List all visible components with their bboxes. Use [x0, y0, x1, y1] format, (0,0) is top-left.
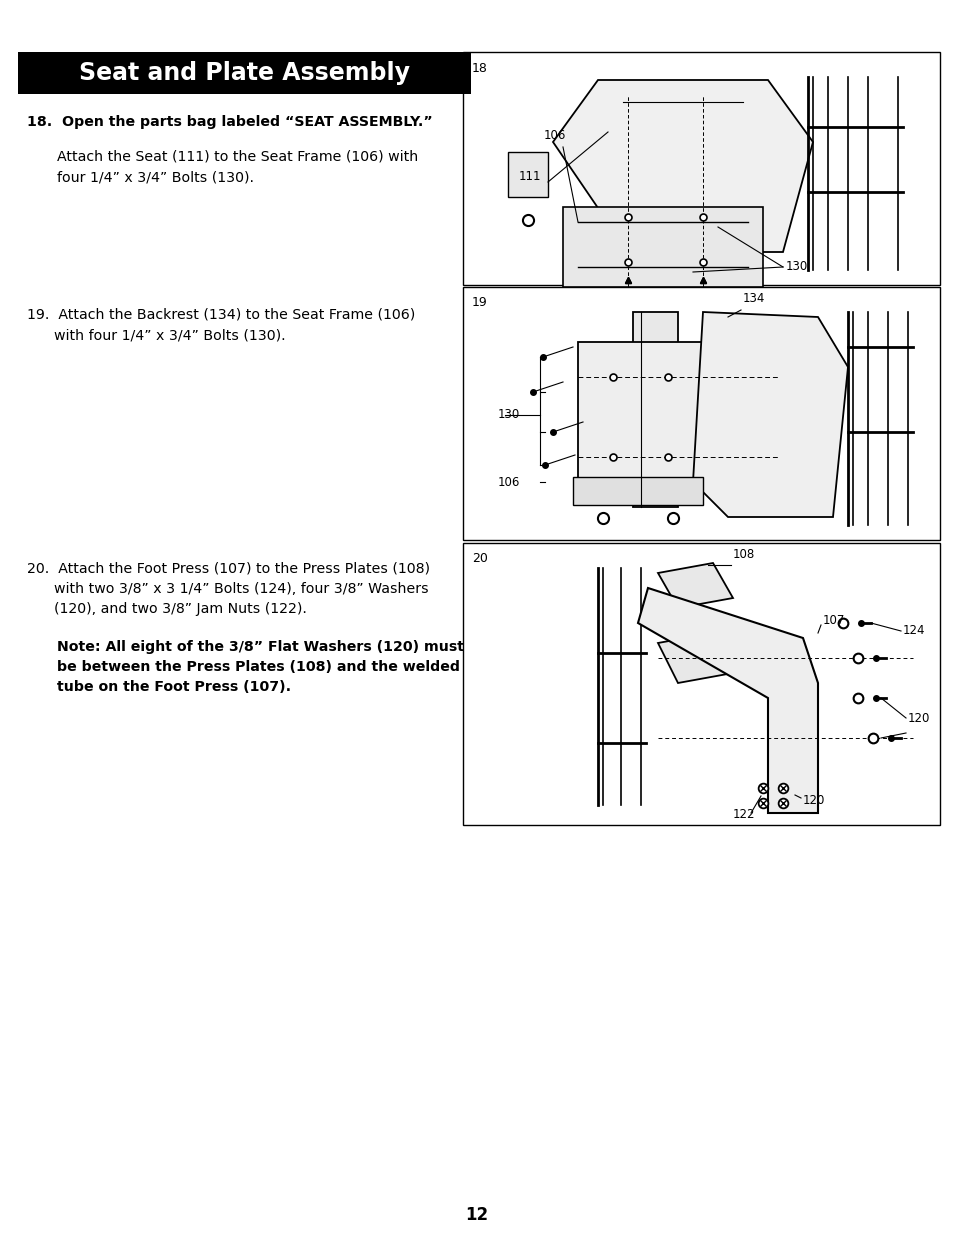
Text: 18: 18 — [472, 62, 487, 74]
Polygon shape — [553, 80, 812, 252]
Text: 20: 20 — [472, 552, 487, 566]
Text: 20.  Attach the Foot Press (107) to the Press Plates (108)
      with two 3/8” x: 20. Attach the Foot Press (107) to the P… — [27, 562, 430, 616]
Text: 106: 106 — [543, 128, 565, 142]
Text: 106: 106 — [497, 475, 519, 489]
Bar — [18, 52, 471, 94]
Text: 130: 130 — [785, 261, 807, 273]
Bar — [462, 52, 939, 285]
Text: 19.  Attach the Backrest (134) to the Seat Frame (106)
      with four 1/4” x 3/: 19. Attach the Backrest (134) to the Sea… — [27, 308, 415, 342]
Text: 107: 107 — [822, 615, 844, 627]
Text: 12: 12 — [465, 1207, 488, 1224]
Polygon shape — [692, 312, 847, 517]
Text: 124: 124 — [902, 625, 924, 637]
Text: 120: 120 — [802, 794, 824, 806]
Text: 134: 134 — [742, 291, 764, 305]
Text: Note: All eight of the 3/8” Flat Washers (120) must
be between the Press Plates : Note: All eight of the 3/8” Flat Washers… — [57, 640, 463, 694]
Text: 108: 108 — [732, 548, 755, 561]
Bar — [578, 342, 718, 492]
Bar — [573, 477, 702, 505]
Text: 18.  Open the parts bag labeled “SEAT ASSEMBLY.”: 18. Open the parts bag labeled “SEAT ASS… — [27, 115, 433, 128]
Polygon shape — [638, 588, 817, 813]
Text: 19: 19 — [472, 296, 487, 310]
Bar — [633, 312, 678, 508]
Text: 120: 120 — [907, 711, 929, 725]
Bar — [462, 543, 939, 825]
Polygon shape — [658, 563, 732, 608]
Bar — [462, 287, 939, 540]
Text: 122: 122 — [732, 809, 755, 821]
Bar — [562, 207, 762, 287]
Text: Seat and Plate Assembly: Seat and Plate Assembly — [79, 61, 410, 85]
Bar — [507, 152, 547, 198]
Text: Attach the Seat (111) to the Seat Frame (106) with
four 1/4” x 3/4” Bolts (130).: Attach the Seat (111) to the Seat Frame … — [57, 149, 417, 184]
Text: 130: 130 — [497, 409, 519, 421]
Text: 111: 111 — [518, 170, 540, 184]
Polygon shape — [658, 634, 732, 683]
